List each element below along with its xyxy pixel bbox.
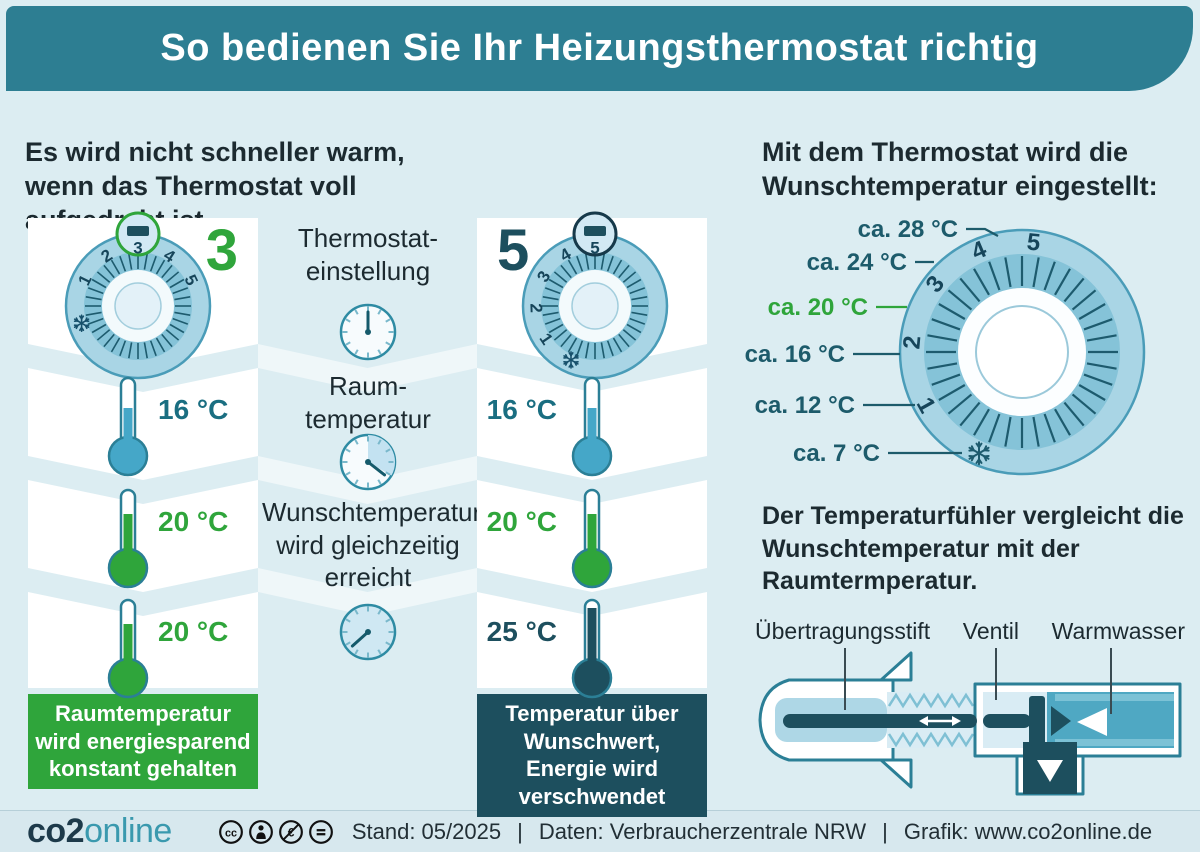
scale-label: ca. 16 °C	[745, 341, 845, 368]
scale-label: ca. 20 °C	[768, 294, 868, 321]
temperature-scale-dial: 5 4 3 2 1 ca. 28 °C ca. 24 °C ca. 20 °C …	[745, 216, 1146, 476]
clock-icon	[339, 433, 397, 491]
thermometer-icon	[571, 598, 613, 699]
thermostat-dial-5: 5 4 3 2 1	[521, 211, 669, 380]
caption-energy-saving: Raumtemperatur wird energiesparend konst…	[28, 694, 258, 790]
valve-labels-row: Übertragungsstift Ventil Warmwasser	[755, 618, 1185, 645]
dial-marker	[584, 226, 606, 236]
caption-energy-waste: Temperatur über Wunschwert, Energie wird…	[477, 694, 707, 817]
footer-bar: co2online cc € Stand:	[0, 810, 1200, 852]
header-banner: So bedienen Sie Ihr Heizungsthermostat r…	[6, 6, 1193, 91]
temp-value: 20 °C	[486, 506, 557, 537]
card-setting-5: Temperatur über Wunschwert, Energie wird…	[477, 211, 707, 817]
scale-label: ca. 24 °C	[807, 249, 907, 276]
cc-icon: cc	[218, 819, 243, 844]
footer-daten: Daten: Verbraucherzentrale NRW	[538, 818, 867, 844]
label-ventil: Ventil	[962, 618, 1020, 644]
card-setting-3: Raumtemperatur wird energiesparend konst…	[28, 211, 258, 790]
intro-left-text: Es wird nicht schneller warm, wenn das T…	[25, 137, 405, 235]
thermostat-dial-3: 3 2 1 4 5	[64, 211, 212, 380]
clock-icon	[339, 603, 397, 661]
thermometer-icon	[107, 488, 149, 589]
license-icons: cc €	[218, 819, 334, 845]
svg-text:2: 2	[526, 303, 545, 313]
transmission-pin	[783, 714, 977, 728]
footer-grafik: Grafik: www.co2online.de	[903, 818, 1153, 844]
dial-marker	[127, 226, 149, 236]
svg-text:2: 2	[898, 335, 926, 351]
temp-value: 16 °C	[486, 394, 557, 425]
snowflake-icon	[968, 441, 990, 466]
svg-text:3: 3	[133, 239, 142, 258]
scale-label: ca. 12 °C	[755, 392, 855, 419]
page-title: So bedienen Sie Ihr Heizungsthermostat r…	[160, 27, 1039, 69]
temp-value: 16 °C	[158, 394, 229, 425]
label-thermostat-setting: Thermostat-einstellung	[297, 223, 439, 286]
thermometer-icon	[571, 376, 613, 477]
temp-value: 20 °C	[158, 506, 229, 537]
clock-icon	[339, 303, 397, 361]
label-warmwasser: Warmwasser	[1051, 618, 1185, 644]
footer-separator: |	[517, 818, 523, 844]
thermometer-icon	[571, 488, 613, 589]
valve-plug	[1029, 696, 1045, 746]
scale-label: ca. 7 °C	[793, 440, 880, 467]
label-uebertragungsstift: Übertragungsstift	[755, 618, 931, 644]
sensor-description: Der Temperaturfühler vergleicht die Wuns…	[762, 502, 1184, 595]
scale-label: ca. 28 °C	[858, 216, 958, 243]
setting-number-5: 5	[497, 218, 530, 283]
co2online-logo: co2online	[27, 812, 172, 850]
cc-nc-eu-icon: €	[278, 819, 303, 844]
snowflake-icon	[563, 351, 579, 369]
footer-separator: |	[882, 818, 888, 844]
temp-value: 20 °C	[158, 616, 229, 647]
right-panel-heading: Mit dem Thermostat wird die Wunschtemper…	[762, 137, 1158, 201]
thermometer-icon	[107, 598, 149, 699]
valve-cross-section	[758, 648, 1182, 796]
label-room-temperature: Raum-temperatur	[305, 371, 431, 434]
label-wish-temperature: Wunschtemperatur wird gleichzeitig errei…	[262, 497, 482, 592]
thermometer-icon	[107, 376, 149, 477]
flow-left-arrow	[1077, 708, 1107, 736]
svg-text:5: 5	[1025, 228, 1041, 256]
cc-by-icon	[248, 819, 273, 844]
setting-number-3: 3	[205, 218, 238, 283]
svg-text:cc: cc	[225, 827, 237, 839]
flow-down-arrow	[1037, 760, 1063, 782]
snowflake-icon	[73, 314, 90, 332]
cc-nd-icon	[308, 819, 333, 844]
svg-text:5: 5	[590, 239, 599, 258]
footer-stand: Stand: 05/2025	[351, 818, 502, 844]
temp-value: 25 °C	[486, 616, 557, 647]
